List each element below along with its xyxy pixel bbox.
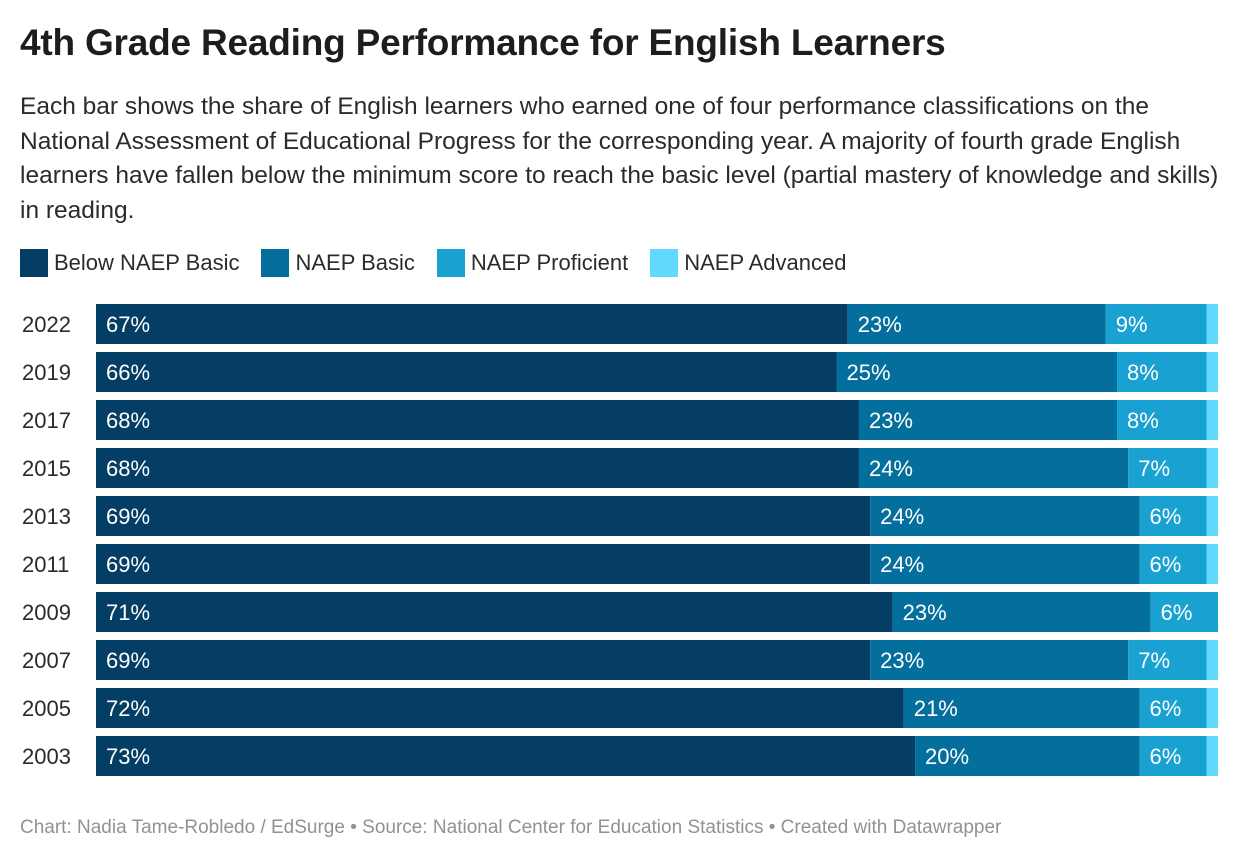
bar-segment <box>96 400 859 440</box>
legend-label: NAEP Proficient <box>470 250 629 275</box>
value-label: 6% <box>1161 600 1193 625</box>
legend-swatch <box>20 249 48 277</box>
bar-segment <box>1206 400 1218 440</box>
bar-segment <box>1139 544 1207 584</box>
bar-segment <box>1139 688 1207 728</box>
chart-subtitle: Each bar shows the share of English lear… <box>20 93 1219 224</box>
chart-footer: Chart: Nadia Tame-Robledo / EdSurge • So… <box>20 817 1002 838</box>
bar-segment <box>96 688 904 728</box>
legend-item-below-basic: Below NAEP Basic <box>20 249 239 277</box>
value-label: 24% <box>869 456 913 481</box>
bar-segment <box>858 448 1129 488</box>
legend-item-proficient: NAEP Proficient <box>436 249 629 277</box>
bar-segment <box>96 352 837 392</box>
year-label: 2019 <box>22 360 71 385</box>
value-label: 6% <box>1149 696 1181 721</box>
value-label: 73% <box>106 744 150 769</box>
value-label: 72% <box>106 696 150 721</box>
year-label: 2003 <box>22 744 71 769</box>
bar-segment <box>858 400 1118 440</box>
value-label: 66% <box>106 360 150 385</box>
bar-segment <box>1139 496 1207 536</box>
value-label: 68% <box>106 408 150 433</box>
legend-swatch <box>436 249 465 277</box>
value-label: 23% <box>869 408 913 433</box>
bar-segment <box>1206 304 1218 344</box>
bar-segment <box>1206 688 1218 728</box>
bar-segment <box>1128 640 1207 680</box>
value-label: 24% <box>880 504 924 529</box>
bar-segment <box>892 592 1151 632</box>
bar-segment <box>847 304 1106 344</box>
year-label: 2009 <box>22 600 71 625</box>
bar-segment <box>1206 496 1218 536</box>
value-label: 24% <box>880 552 924 577</box>
value-label: 25% <box>847 360 891 385</box>
value-label: 20% <box>925 744 969 769</box>
year-label: 2022 <box>22 312 71 337</box>
bar-segment <box>870 640 1129 680</box>
bar-segment <box>1105 304 1207 344</box>
chart-title: 4th Grade Reading Performance for Englis… <box>20 22 946 63</box>
legend-label: NAEP Advanced <box>684 250 847 275</box>
legend-label: Below NAEP Basic <box>54 250 240 275</box>
value-label: 6% <box>1149 552 1181 577</box>
value-label: 8% <box>1127 360 1159 385</box>
bar-segment <box>1117 400 1207 440</box>
value-label: 6% <box>1149 504 1181 529</box>
legend: Below NAEP Basic NAEP Basic NAEP Profici… <box>20 247 868 279</box>
bar-segment <box>870 544 1140 584</box>
legend-swatch <box>261 249 290 277</box>
value-label: 6% <box>1149 744 1181 769</box>
legend-swatch <box>650 249 679 277</box>
value-label: 7% <box>1138 456 1170 481</box>
bar-segment <box>870 496 1140 536</box>
bar-segment <box>96 496 871 536</box>
legend-item-basic: NAEP Basic <box>261 249 415 277</box>
bar-segment <box>1128 448 1207 488</box>
year-label: 2005 <box>22 696 71 721</box>
value-label: 23% <box>858 312 902 337</box>
value-label: 69% <box>106 648 150 673</box>
bar-segment <box>1117 352 1207 392</box>
value-label: 21% <box>914 696 958 721</box>
bar-segment <box>1206 448 1218 488</box>
bar-segment <box>1139 736 1207 776</box>
bar-segment <box>1150 592 1218 632</box>
bar-segment <box>96 592 893 632</box>
value-label: 8% <box>1127 408 1159 433</box>
value-label: 9% <box>1116 312 1148 337</box>
bar-segment <box>1206 352 1218 392</box>
value-label: 69% <box>106 504 150 529</box>
value-label: 23% <box>903 600 947 625</box>
bar-segment <box>1206 640 1218 680</box>
bar-segment <box>836 352 1118 392</box>
bar-segment <box>915 736 1140 776</box>
value-label: 23% <box>880 648 924 673</box>
bar-segment <box>96 304 848 344</box>
bar-segment <box>96 544 871 584</box>
legend-item-advanced: NAEP Advanced <box>650 249 846 277</box>
value-label: 71% <box>106 600 150 625</box>
bar-segment <box>1206 736 1218 776</box>
bar-segment <box>96 640 871 680</box>
value-label: 67% <box>106 312 150 337</box>
bar-segment <box>903 688 1140 728</box>
bar-segment <box>1206 544 1218 584</box>
year-label: 2017 <box>22 408 71 433</box>
value-label: 68% <box>106 456 150 481</box>
year-label: 2013 <box>22 504 71 529</box>
bar-segment <box>96 736 916 776</box>
year-label: 2007 <box>22 648 71 673</box>
bar-segment <box>96 448 859 488</box>
value-label: 7% <box>1138 648 1170 673</box>
stacked-bar-chart: 2022 67% 23% 9% 2019 66% 25% 8% 2017 68% 23% 8% 2015… <box>22 304 1218 776</box>
legend-label: NAEP Basic <box>295 250 415 275</box>
value-label: 69% <box>106 552 150 577</box>
year-label: 2011 <box>22 552 69 577</box>
year-label: 2015 <box>22 456 71 481</box>
